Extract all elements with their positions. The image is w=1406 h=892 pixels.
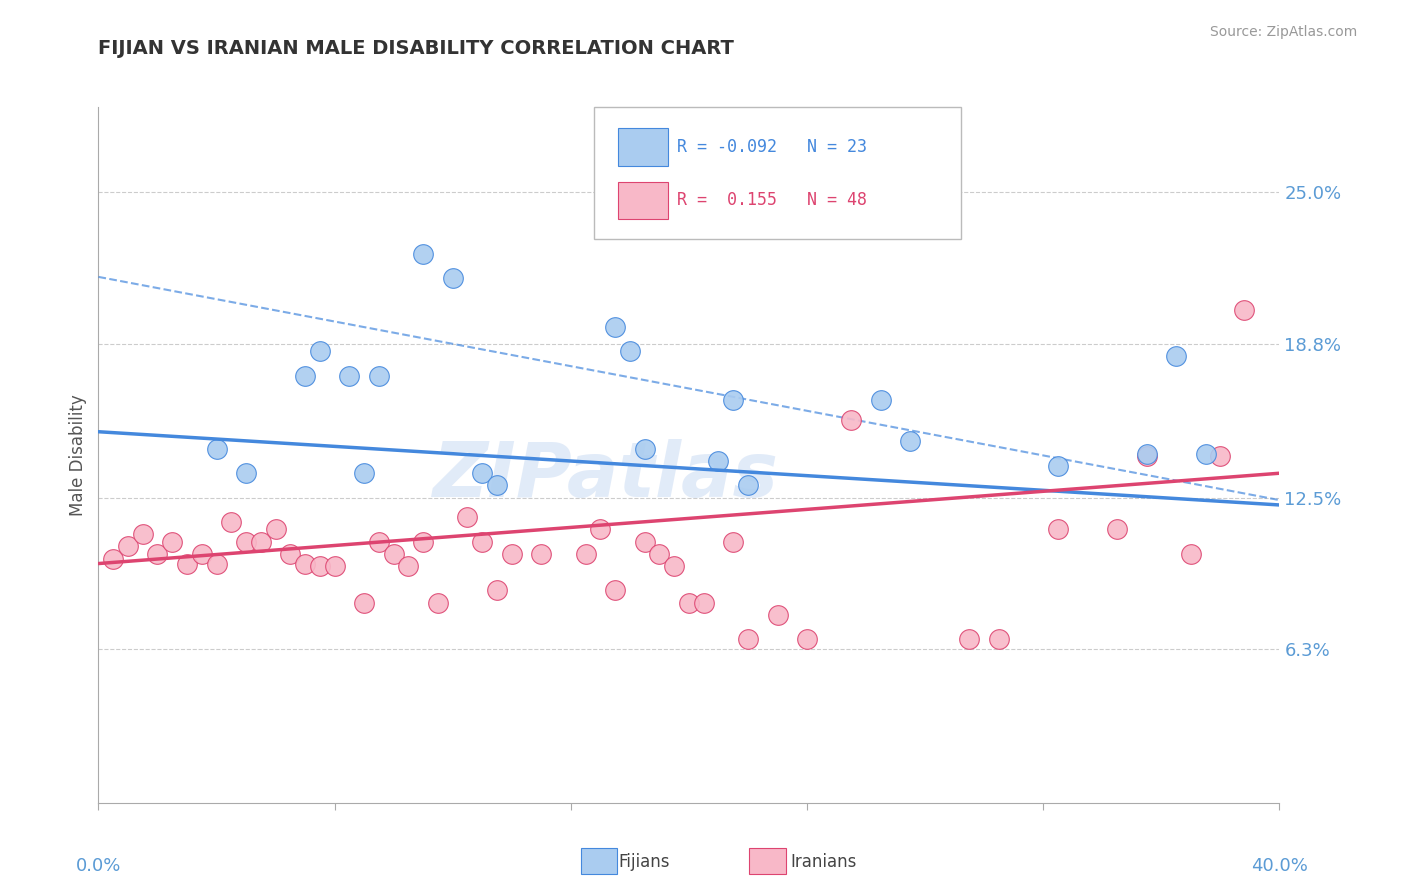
Point (900, 434, 922, 449)
Point (589, 522, 612, 536)
Point (869, 392, 891, 407)
Point (1046, 522, 1069, 536)
Point (412, 246, 434, 260)
Point (191, 547, 214, 561)
Point (146, 547, 169, 561)
Point (132, 527, 155, 541)
Point (219, 515, 242, 529)
Point (648, 547, 671, 561)
Text: FIJIAN VS IRANIAN MALE DISABILITY CORRELATION CHART: FIJIAN VS IRANIAN MALE DISABILITY CORREL… (98, 39, 734, 58)
Point (619, 344, 641, 359)
Point (605, 319, 627, 334)
Point (633, 534, 655, 549)
Point (574, 547, 596, 561)
Point (486, 478, 509, 492)
Point (664, 559, 686, 574)
Point (959, 632, 981, 647)
Point (250, 534, 273, 549)
Point (368, 534, 391, 549)
Point (721, 534, 744, 549)
Point (737, 478, 759, 492)
Point (721, 392, 744, 407)
Point (1233, 302, 1256, 317)
Text: Fijians: Fijians (619, 853, 671, 871)
Point (353, 596, 375, 610)
Point (486, 583, 509, 598)
Point (839, 412, 862, 426)
Point (633, 442, 655, 456)
Point (737, 632, 759, 647)
Point (1209, 449, 1232, 463)
Point (205, 442, 228, 456)
Text: 40.0%: 40.0% (1251, 856, 1308, 874)
Point (987, 632, 1010, 647)
Point (471, 534, 494, 549)
Text: 0.0%: 0.0% (76, 856, 121, 874)
Point (530, 547, 553, 561)
Point (501, 547, 523, 561)
Point (1195, 447, 1218, 461)
Text: R = -0.092   N = 23: R = -0.092 N = 23 (678, 138, 868, 156)
Point (309, 344, 332, 359)
Point (693, 596, 716, 610)
Point (294, 368, 316, 383)
Point (766, 607, 789, 622)
Point (103, 551, 125, 566)
Point (176, 557, 198, 571)
Text: Iranians: Iranians (790, 853, 856, 871)
Text: ZIPatlas: ZIPatlas (433, 439, 779, 513)
Point (441, 271, 464, 285)
Point (235, 534, 257, 549)
Point (117, 540, 139, 554)
Point (1046, 458, 1069, 473)
Point (353, 467, 375, 481)
Text: Source: ZipAtlas.com: Source: ZipAtlas.com (1209, 25, 1357, 39)
Point (396, 559, 419, 574)
Text: R =  0.155   N = 48: R = 0.155 N = 48 (678, 192, 868, 210)
Point (605, 583, 627, 598)
Point (471, 467, 494, 481)
Point (678, 596, 700, 610)
Point (796, 632, 818, 647)
Point (368, 368, 391, 383)
Point (382, 547, 405, 561)
Point (205, 557, 228, 571)
FancyBboxPatch shape (619, 182, 668, 219)
Point (707, 454, 730, 468)
Point (1105, 522, 1128, 536)
Point (412, 534, 434, 549)
Point (278, 547, 302, 561)
Point (1164, 349, 1187, 363)
Point (294, 557, 316, 571)
Y-axis label: Male Disability: Male Disability (69, 394, 87, 516)
Point (1135, 447, 1157, 461)
Point (235, 467, 257, 481)
Point (456, 510, 478, 524)
FancyBboxPatch shape (595, 107, 960, 239)
Point (427, 596, 450, 610)
Point (337, 368, 360, 383)
Point (323, 559, 346, 574)
Point (162, 534, 183, 549)
Point (309, 559, 332, 574)
Point (1180, 547, 1202, 561)
FancyBboxPatch shape (619, 128, 668, 166)
Point (264, 522, 287, 536)
Point (1135, 449, 1157, 463)
